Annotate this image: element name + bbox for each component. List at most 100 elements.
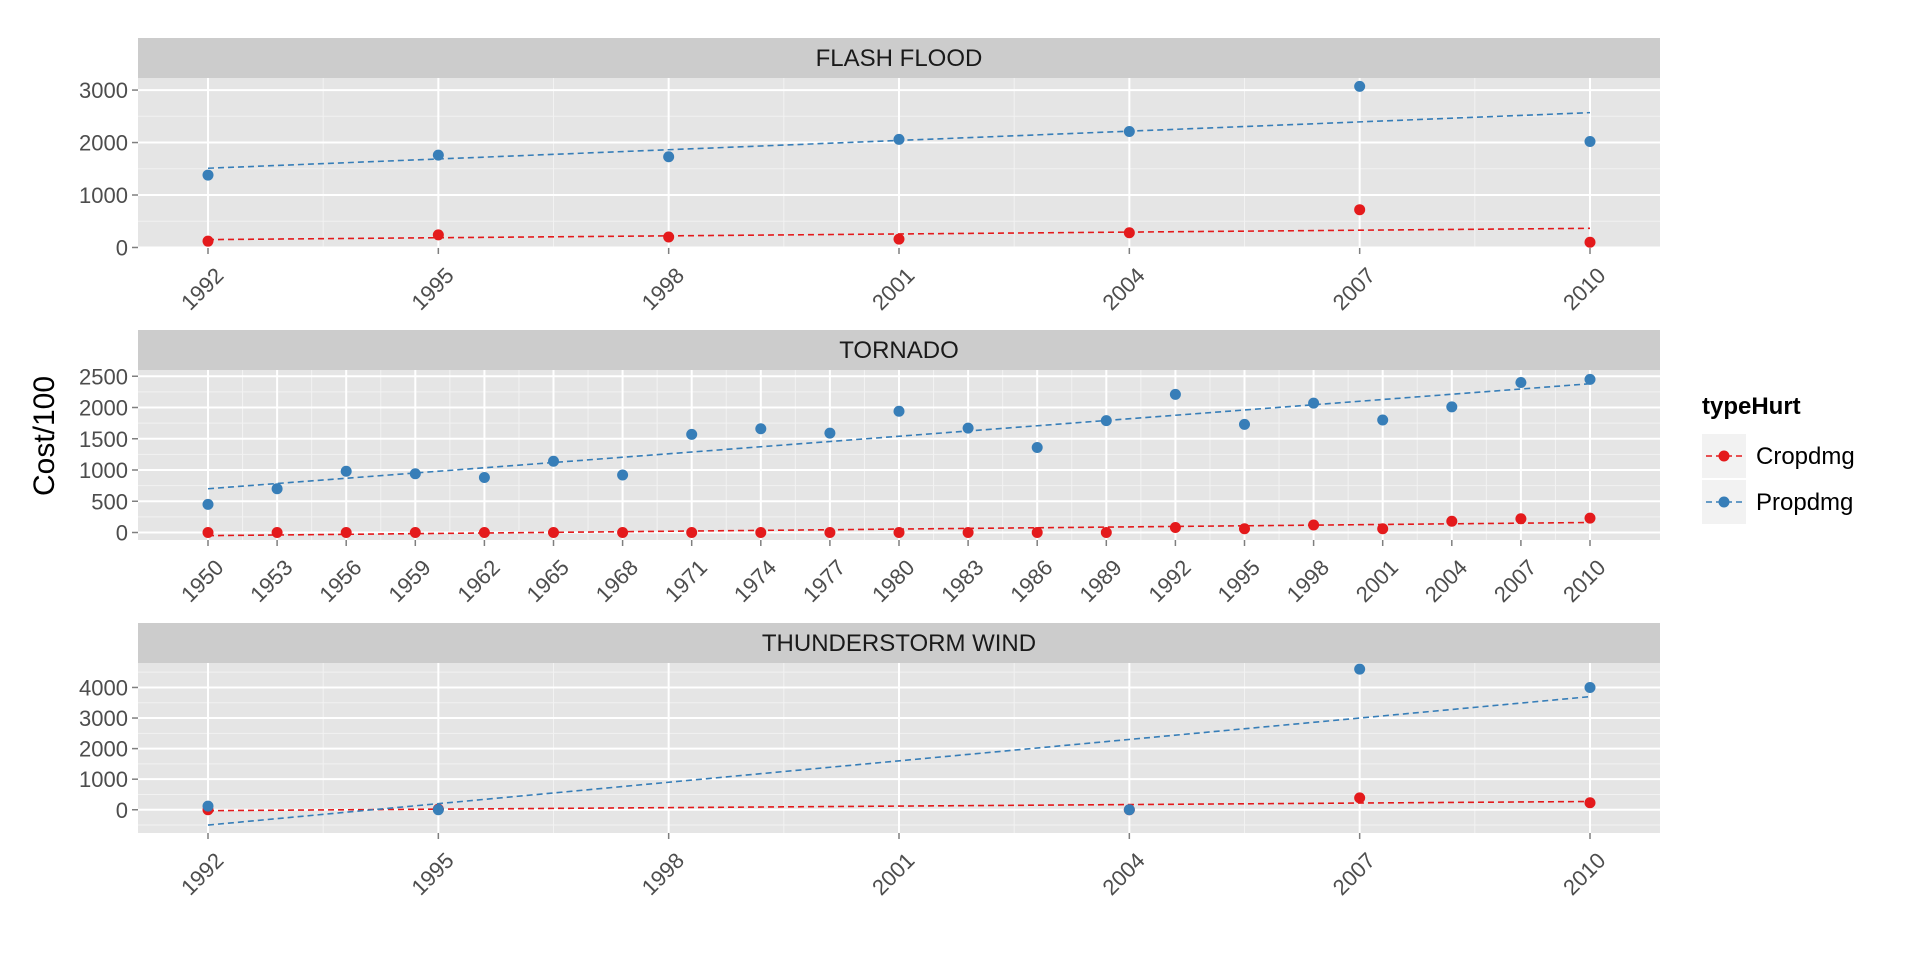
propdmg-point: [663, 151, 675, 163]
legend-title: typeHurt: [1702, 393, 1801, 420]
propdmg-point: [755, 423, 767, 435]
cropdmg-point: [663, 231, 675, 243]
x-tick-label: 2001: [867, 848, 919, 900]
panel-tornado: TORNADO 0 500 1000 1500 2000 2500 1950 1953 1956 1…: [79, 330, 1660, 607]
x-tick-label: 1974: [729, 555, 781, 607]
propdmg-trend-line: [207, 382, 1591, 490]
x-tick-label: 2001: [1351, 555, 1403, 607]
propdmg-point: [340, 465, 352, 477]
cropdmg-point: [824, 527, 836, 538]
facet-strip: [138, 330, 1660, 370]
propdmg-point: [1377, 414, 1389, 426]
cropdmg-point: [1169, 522, 1181, 533]
y-tick-label: 3000: [79, 78, 128, 103]
propdmg-point: [1584, 681, 1596, 693]
cropdmg-point: [271, 527, 283, 538]
x-tick-label: 1968: [591, 555, 643, 607]
cropdmg-point: [1354, 792, 1366, 804]
propdmg-point: [548, 455, 559, 467]
propdmg-point: [1308, 397, 1320, 409]
x-tick-label: 1998: [637, 848, 689, 900]
y-tick-label: 2000: [79, 396, 128, 421]
y-tick-label: 0: [116, 521, 128, 546]
cropdmg-point: [1031, 527, 1043, 538]
x-tick-label: 1965: [522, 555, 574, 607]
x-tick-label: 1998: [1282, 555, 1334, 607]
propdmg-point: [1123, 804, 1135, 816]
y-tick-label: 1000: [79, 458, 128, 483]
x-tick-label: 1989: [1074, 555, 1126, 607]
x-tick-label: 2007: [1328, 848, 1380, 900]
propdmg-point: [1354, 663, 1366, 675]
facet-strip: [138, 623, 1660, 663]
cropdmg-point: [1354, 204, 1366, 216]
cropdmg-point: [1584, 512, 1596, 524]
panel-thunderstorm-wind: THUNDERSTORM WIND 0 1000 2000 3000 4000 1992 19…: [79, 623, 1660, 900]
cropdmg-point: [409, 527, 421, 538]
propdmg-point: [432, 804, 444, 816]
cropdmg-point: [1377, 523, 1389, 535]
x-tick-label: 1998: [637, 263, 689, 315]
y-tick-label: 500: [91, 489, 128, 514]
propdmg-point: [1031, 442, 1043, 453]
cropdmg-point: [202, 527, 214, 538]
x-tick-label: 2007: [1489, 555, 1541, 607]
x-tick-label: 1992: [1144, 555, 1196, 607]
x-tick-label: 1995: [406, 848, 458, 900]
x-tick-label: 1983: [936, 555, 988, 607]
propdmg-point: [478, 472, 490, 483]
x-tick-label: 2010: [1558, 848, 1610, 900]
cropdmg-point: [893, 527, 905, 538]
x-tick-label: 1956: [314, 555, 366, 607]
y-tick-label: 2500: [79, 364, 128, 389]
x-tick-label: 1959: [383, 555, 435, 607]
y-tick-label: 1000: [79, 767, 128, 792]
x-tick-label: 2007: [1328, 263, 1380, 315]
cropdmg-point: [1584, 797, 1596, 809]
facet-title: FLASH FLOOD: [816, 45, 983, 72]
cropdmg-point: [1446, 515, 1458, 527]
x-tick-label: 2001: [867, 263, 919, 315]
cropdmg-point: [893, 233, 905, 245]
propdmg-point: [893, 405, 905, 417]
x-tick-label: 1950: [176, 555, 228, 607]
x-tick-label: 1995: [406, 263, 458, 315]
facet-title: THUNDERSTORM WIND: [762, 630, 1036, 657]
propdmg-point: [1169, 388, 1181, 400]
cropdmg-point: [1239, 523, 1250, 535]
y-tick-label: 2000: [79, 131, 128, 156]
propdmg-point: [1239, 418, 1250, 430]
y-tick-label: 2000: [79, 737, 128, 762]
x-tick-label: 2010: [1558, 263, 1610, 315]
propdmg-point: [202, 800, 214, 812]
cropdmg-point: [1123, 227, 1135, 239]
y-tick-label: 0: [116, 798, 128, 823]
x-tick-label: 2010: [1558, 555, 1610, 607]
facet-title: TORNADO: [839, 337, 959, 364]
x-tick-label: 1953: [245, 555, 297, 607]
propdmg-point: [893, 133, 905, 145]
x-tick-label: 1980: [867, 555, 919, 607]
panel-flash-flood: FLASH FLOOD 0 1000 2000 3000 1992 1995 1998 2001…: [79, 38, 1660, 315]
x-tick-label: 1992: [176, 848, 228, 900]
cropdmg-point: [686, 527, 698, 538]
propdmg-point: [271, 483, 283, 495]
cropdmg-point: [755, 527, 767, 538]
x-tick-label: 1992: [176, 263, 228, 315]
y-tick-label: 1500: [79, 427, 128, 452]
cropdmg-point: [202, 235, 214, 247]
propdmg-point: [824, 427, 836, 439]
x-tick-label: 2004: [1097, 263, 1149, 315]
cropdmg-point: [548, 527, 559, 538]
cropdmg-point: [340, 527, 352, 538]
cropdmg-point: [1584, 236, 1596, 248]
cropdmg-point: [432, 229, 444, 241]
propdmg-point: [432, 149, 444, 161]
legend-key-point: [1718, 450, 1730, 462]
propdmg-point: [1446, 401, 1458, 413]
cropdmg-point: [1308, 519, 1320, 531]
legend-label-cropdmg: Cropdmg: [1756, 443, 1855, 470]
propdmg-point: [1584, 373, 1596, 385]
legend: typeHurt Cropdmg Propdmg: [1702, 393, 1855, 524]
